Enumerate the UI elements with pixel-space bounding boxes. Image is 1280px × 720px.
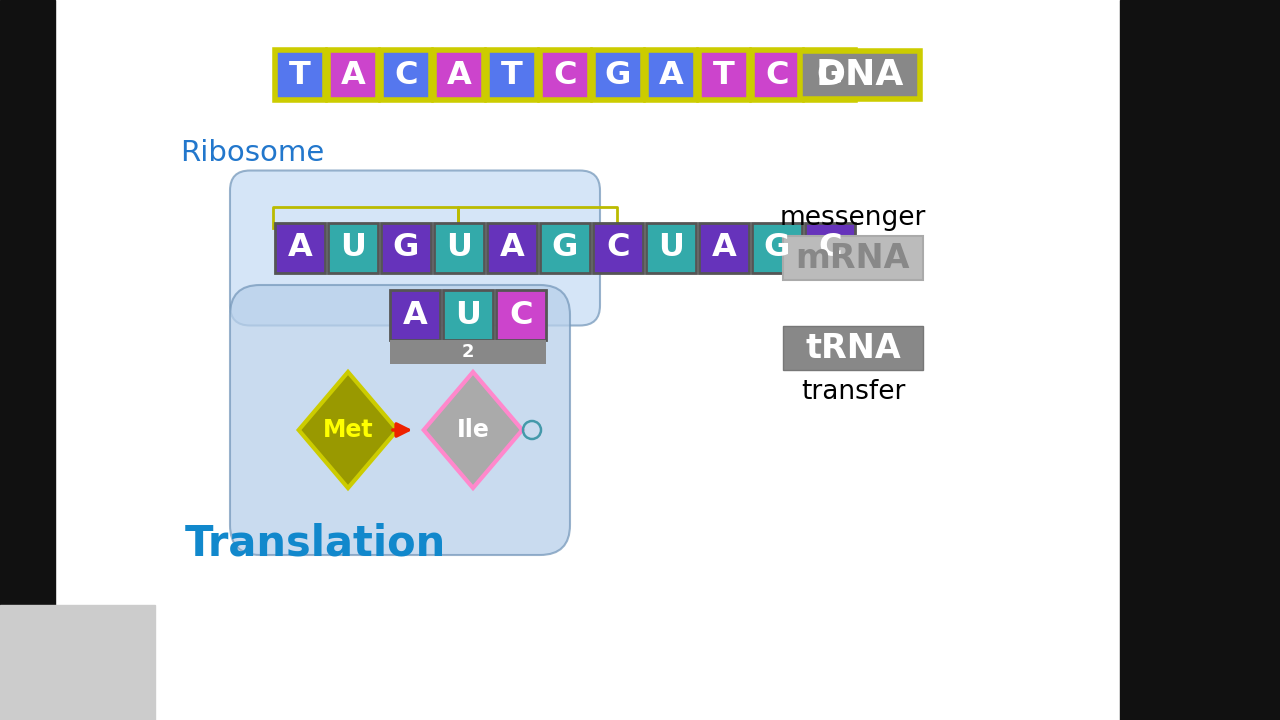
- Text: G: G: [552, 233, 579, 264]
- FancyBboxPatch shape: [434, 50, 484, 100]
- Text: 2: 2: [462, 343, 475, 361]
- FancyBboxPatch shape: [805, 50, 855, 100]
- FancyBboxPatch shape: [800, 51, 920, 99]
- FancyBboxPatch shape: [328, 50, 378, 100]
- Text: C: C: [394, 60, 417, 91]
- Polygon shape: [298, 372, 397, 488]
- FancyBboxPatch shape: [540, 50, 590, 100]
- Text: Ile: Ile: [457, 418, 489, 442]
- FancyBboxPatch shape: [443, 290, 493, 340]
- Text: C: C: [765, 60, 788, 91]
- Text: A: A: [340, 60, 365, 91]
- FancyBboxPatch shape: [486, 223, 538, 273]
- Bar: [0, 605, 155, 720]
- Text: T: T: [289, 60, 311, 91]
- FancyBboxPatch shape: [390, 290, 440, 340]
- Text: DNA: DNA: [815, 58, 904, 92]
- Text: G: G: [764, 233, 790, 264]
- Text: A: A: [447, 60, 471, 91]
- FancyBboxPatch shape: [753, 223, 803, 273]
- Text: C: C: [553, 60, 577, 91]
- Text: A: A: [712, 233, 736, 264]
- Text: transfer: transfer: [801, 379, 905, 405]
- Text: Ribosome: Ribosome: [180, 139, 324, 167]
- Text: mRNA: mRNA: [796, 241, 910, 274]
- FancyBboxPatch shape: [390, 340, 547, 364]
- Text: G: G: [817, 60, 844, 91]
- FancyBboxPatch shape: [783, 236, 923, 280]
- Text: U: U: [340, 233, 366, 264]
- Text: tRNA: tRNA: [805, 331, 901, 364]
- FancyBboxPatch shape: [486, 50, 538, 100]
- Text: Translation: Translation: [186, 522, 447, 564]
- Text: C: C: [509, 300, 532, 330]
- FancyBboxPatch shape: [497, 290, 547, 340]
- Text: G: G: [605, 60, 631, 91]
- Text: A: A: [659, 60, 684, 91]
- FancyBboxPatch shape: [699, 223, 749, 273]
- FancyBboxPatch shape: [593, 50, 643, 100]
- Text: C: C: [818, 233, 842, 264]
- Text: C: C: [607, 233, 630, 264]
- FancyBboxPatch shape: [540, 223, 590, 273]
- Bar: [1120, 0, 1280, 720]
- FancyBboxPatch shape: [275, 50, 325, 100]
- Text: U: U: [658, 233, 684, 264]
- FancyBboxPatch shape: [593, 223, 643, 273]
- Text: T: T: [713, 60, 735, 91]
- Text: U: U: [454, 300, 481, 330]
- Polygon shape: [424, 372, 522, 488]
- Text: T: T: [502, 60, 522, 91]
- FancyBboxPatch shape: [381, 223, 431, 273]
- FancyBboxPatch shape: [230, 285, 570, 555]
- FancyBboxPatch shape: [753, 50, 803, 100]
- Text: A: A: [288, 233, 312, 264]
- FancyBboxPatch shape: [646, 223, 696, 273]
- Text: A: A: [403, 300, 428, 330]
- FancyBboxPatch shape: [230, 171, 600, 325]
- FancyBboxPatch shape: [783, 326, 923, 370]
- FancyBboxPatch shape: [805, 223, 855, 273]
- FancyBboxPatch shape: [328, 223, 378, 273]
- FancyBboxPatch shape: [381, 50, 431, 100]
- Text: A: A: [499, 233, 525, 264]
- Text: G: G: [393, 233, 419, 264]
- Text: messenger: messenger: [780, 205, 927, 231]
- Text: Met: Met: [323, 418, 374, 442]
- FancyBboxPatch shape: [699, 50, 749, 100]
- Text: U: U: [445, 233, 472, 264]
- FancyBboxPatch shape: [434, 223, 484, 273]
- FancyBboxPatch shape: [275, 223, 325, 273]
- FancyBboxPatch shape: [646, 50, 696, 100]
- Bar: [0, 0, 55, 720]
